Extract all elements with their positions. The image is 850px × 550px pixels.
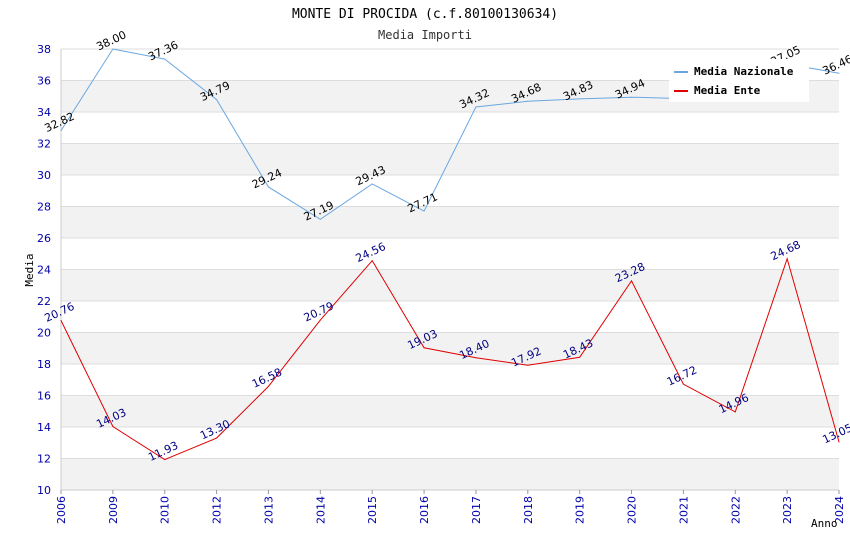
data-point bbox=[579, 98, 581, 100]
y-tick-label: 20 bbox=[37, 327, 51, 340]
data-label: 16.72 bbox=[665, 363, 699, 388]
y-tick-label: 18 bbox=[37, 358, 51, 371]
data-point bbox=[786, 258, 788, 260]
data-point bbox=[112, 48, 114, 50]
data-point bbox=[164, 58, 166, 60]
data-point bbox=[60, 130, 62, 132]
data-label: 37.36 bbox=[146, 38, 180, 63]
data-label: 24.56 bbox=[354, 240, 388, 265]
x-tick-label: 2021 bbox=[677, 496, 690, 524]
data-point bbox=[267, 186, 269, 188]
data-point bbox=[579, 356, 581, 358]
data-point bbox=[423, 347, 425, 349]
data-point bbox=[475, 357, 477, 359]
data-label: 20.79 bbox=[302, 299, 336, 324]
x-tick-label: 2016 bbox=[418, 496, 431, 524]
y-tick-label: 34 bbox=[37, 106, 51, 119]
x-tick-label: 2014 bbox=[314, 496, 327, 524]
legend-label-nazionale: Media Nazionale bbox=[694, 65, 794, 78]
y-tick-label: 12 bbox=[37, 453, 51, 466]
data-point bbox=[216, 437, 218, 439]
x-tick-label: 2019 bbox=[574, 496, 587, 524]
data-point bbox=[527, 364, 529, 366]
data-point bbox=[631, 96, 633, 98]
data-label: 24.68 bbox=[769, 238, 803, 263]
plot-bands bbox=[61, 80, 839, 490]
x-tick-label: 2017 bbox=[470, 496, 483, 524]
data-point bbox=[319, 319, 321, 321]
y-tick-label: 32 bbox=[37, 138, 51, 151]
x-tick-label: 2009 bbox=[107, 496, 120, 524]
y-tick-labels: 10 12 14 16 18 20 22 24 26 28 30 32 34 36 38 bbox=[37, 43, 51, 497]
plot-band bbox=[61, 269, 839, 301]
series-line-ente bbox=[60, 257, 840, 461]
data-point bbox=[319, 218, 321, 220]
legend-box bbox=[669, 59, 809, 102]
x-tick-labels: 2006 2009 2010 2012 2013 2014 2015 2016 2017 2018… bbox=[55, 496, 846, 524]
data-point bbox=[631, 280, 633, 282]
y-tick-label: 24 bbox=[37, 264, 51, 277]
y-tick-label: 10 bbox=[37, 484, 51, 497]
x-axis-label: Anno bbox=[811, 517, 838, 530]
data-label: 36.46 bbox=[820, 53, 850, 78]
y-tick-label: 28 bbox=[37, 201, 51, 214]
data-point bbox=[423, 210, 425, 212]
data-point bbox=[838, 441, 840, 443]
data-point bbox=[734, 411, 736, 413]
data-label: 16.58 bbox=[250, 366, 284, 391]
data-point bbox=[164, 459, 166, 461]
plot-band bbox=[61, 395, 839, 427]
data-point bbox=[112, 426, 114, 428]
x-tick-label: 2023 bbox=[781, 496, 794, 524]
plot-band bbox=[61, 206, 839, 238]
x-tick-label: 2006 bbox=[55, 496, 68, 524]
y-axis-label: Media bbox=[23, 253, 36, 286]
x-tick-label: 2024 bbox=[833, 496, 846, 524]
y-tick-label: 22 bbox=[37, 295, 51, 308]
plot-band bbox=[61, 458, 839, 490]
data-point bbox=[267, 385, 269, 387]
x-tick-label: 2018 bbox=[522, 496, 535, 524]
y-tick-label: 26 bbox=[37, 232, 51, 245]
chart-subtitle: Media Importi bbox=[378, 28, 472, 42]
x-tick-label: 2022 bbox=[729, 496, 742, 524]
data-point bbox=[60, 320, 62, 322]
legend-label-ente: Media Ente bbox=[694, 84, 761, 97]
y-tick-label: 38 bbox=[37, 43, 51, 56]
legend: Media Nazionale Media Ente bbox=[669, 59, 809, 102]
y-tick-label: 16 bbox=[37, 390, 51, 403]
axes bbox=[60, 49, 840, 494]
y-tick-label: 14 bbox=[37, 421, 51, 434]
data-point bbox=[838, 72, 840, 74]
data-label: 38.00 bbox=[94, 28, 128, 53]
x-tick-label: 2010 bbox=[159, 496, 172, 524]
data-point bbox=[475, 106, 477, 108]
y-tick-label: 30 bbox=[37, 169, 51, 182]
data-point bbox=[371, 183, 373, 185]
x-tick-label: 2020 bbox=[626, 496, 639, 524]
plot-band bbox=[61, 332, 839, 364]
x-tick-label: 2015 bbox=[366, 496, 379, 524]
data-point bbox=[371, 260, 373, 262]
x-tick-label: 2012 bbox=[211, 496, 224, 524]
data-point bbox=[216, 99, 218, 101]
x-tick-label: 2013 bbox=[262, 496, 275, 524]
data-point bbox=[682, 383, 684, 385]
y-tick-label: 36 bbox=[37, 75, 51, 88]
chart-title: MONTE DI PROCIDA (c.f.80100130634) bbox=[292, 7, 558, 22]
data-point bbox=[527, 100, 529, 102]
